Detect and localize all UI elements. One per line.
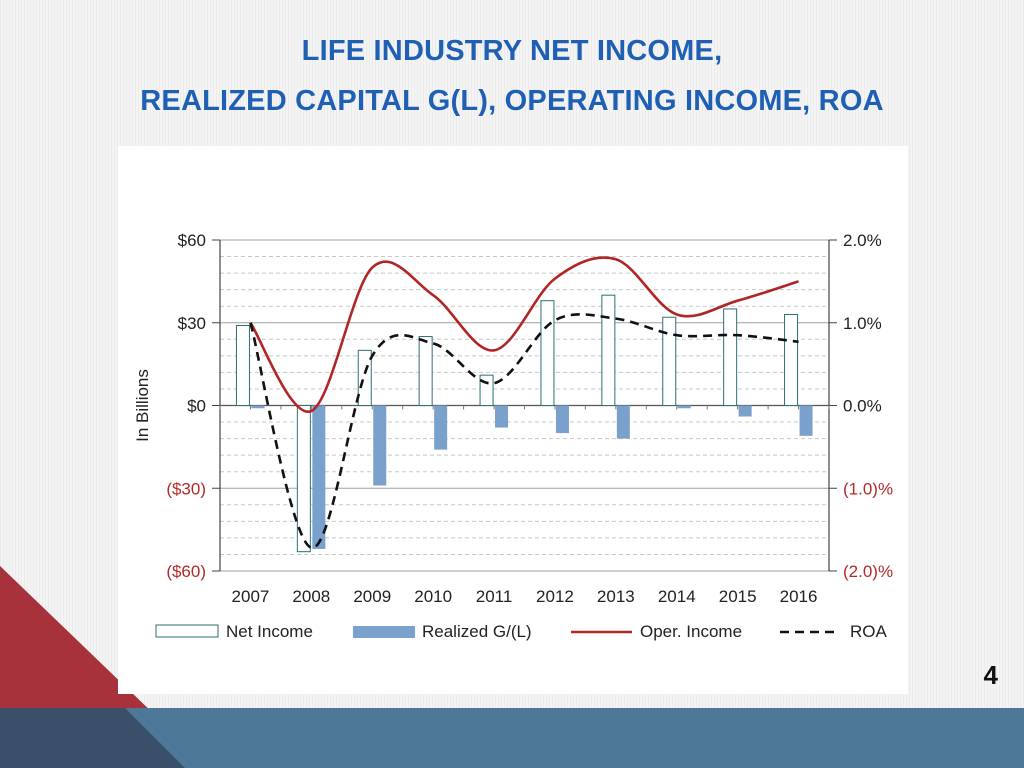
y2-tick-label: 1.0%	[843, 314, 882, 333]
x-tick-label: 2016	[780, 587, 818, 606]
bar-realized-gl	[312, 405, 326, 549]
bar-realized-gl	[738, 405, 752, 417]
legend-label-net-income: Net Income	[226, 622, 313, 641]
y2-tick-label: 2.0%	[843, 231, 882, 250]
y-tick-label: $60	[178, 231, 206, 250]
chart-bars	[235, 294, 813, 553]
bar-net-income	[296, 405, 311, 553]
y-tick-label: $0	[187, 397, 206, 416]
bar-realized-gl	[495, 405, 509, 428]
bar-realized-gl	[799, 405, 813, 436]
bar-realized-gl	[677, 405, 691, 409]
chart-panel: $60 $30 $0 ($30) ($60) 2.0% 1.0% 0.0% (1.0)% (2.0…	[118, 146, 908, 694]
bar-net-income	[540, 300, 555, 406]
x-tick-label: 2015	[719, 587, 757, 606]
legend-label-roa: ROA	[850, 622, 888, 641]
page-number: 4	[983, 660, 998, 690]
y-axis-label: In Billions	[133, 369, 152, 442]
x-tick-label: 2014	[658, 587, 696, 606]
bar-net-income	[601, 294, 616, 407]
bar-net-income	[723, 308, 738, 406]
corner-accent-blue-overlay	[0, 708, 185, 768]
legend-label-realized-gl: Realized G/(L)	[422, 622, 532, 641]
chart: $60 $30 $0 ($30) ($60) 2.0% 1.0% 0.0% (1.0)% (2.0…	[133, 231, 893, 641]
line-roa	[249, 313, 799, 550]
x-tick-label: 2012	[536, 587, 574, 606]
bar-net-income	[357, 349, 372, 406]
x-tick-label: 2008	[292, 587, 330, 606]
y-tick-label: ($30)	[166, 479, 206, 498]
legend-swatch-net-income	[155, 624, 219, 638]
x-tick-label: 2011	[476, 587, 513, 606]
bar-net-income	[784, 313, 799, 407]
slide-title-line-1: LIFE INDUSTRY NET INCOME,	[301, 35, 723, 67]
y-tick-label: ($60)	[166, 562, 206, 581]
bar-net-income	[235, 325, 250, 406]
chart-axes: $60 $30 $0 ($30) ($60) 2.0% 1.0% 0.0% (1.0)% (2.0…	[133, 231, 893, 606]
bar-net-income	[418, 336, 433, 407]
y2-tick-label: (2.0)%	[843, 562, 893, 581]
y-tick-label: $30	[178, 314, 206, 333]
corner-accent-red-overlay	[0, 566, 125, 708]
bar-realized-gl	[555, 405, 569, 434]
y2-tick-label: 0.0%	[843, 397, 882, 416]
legend-label-oper-income: Oper. Income	[640, 622, 742, 641]
bar-realized-gl	[251, 405, 265, 409]
x-tick-label: 2013	[597, 587, 635, 606]
bar-net-income	[662, 316, 677, 407]
line-oper-income	[249, 256, 799, 413]
y2-tick-label: (1.0)%	[843, 479, 893, 498]
bar-realized-gl	[373, 405, 387, 486]
chart-lines	[249, 256, 799, 550]
x-tick-label: 2009	[353, 587, 391, 606]
chart-legend: Net Income Realized G/(L) Oper. Income ROA	[155, 622, 888, 641]
x-tick-label: 2007	[232, 587, 270, 606]
legend-swatch-realized-gl	[353, 626, 415, 638]
slide-title: LIFE INDUSTRY NET INCOME, REALIZED CAPIT…	[0, 26, 1024, 126]
bar-realized-gl	[616, 405, 630, 439]
x-tick-label: 2010	[414, 587, 452, 606]
bar-realized-gl	[434, 405, 448, 450]
slide-title-line-2: REALIZED CAPITAL G(L), OPERATING INCOME,…	[140, 85, 884, 117]
